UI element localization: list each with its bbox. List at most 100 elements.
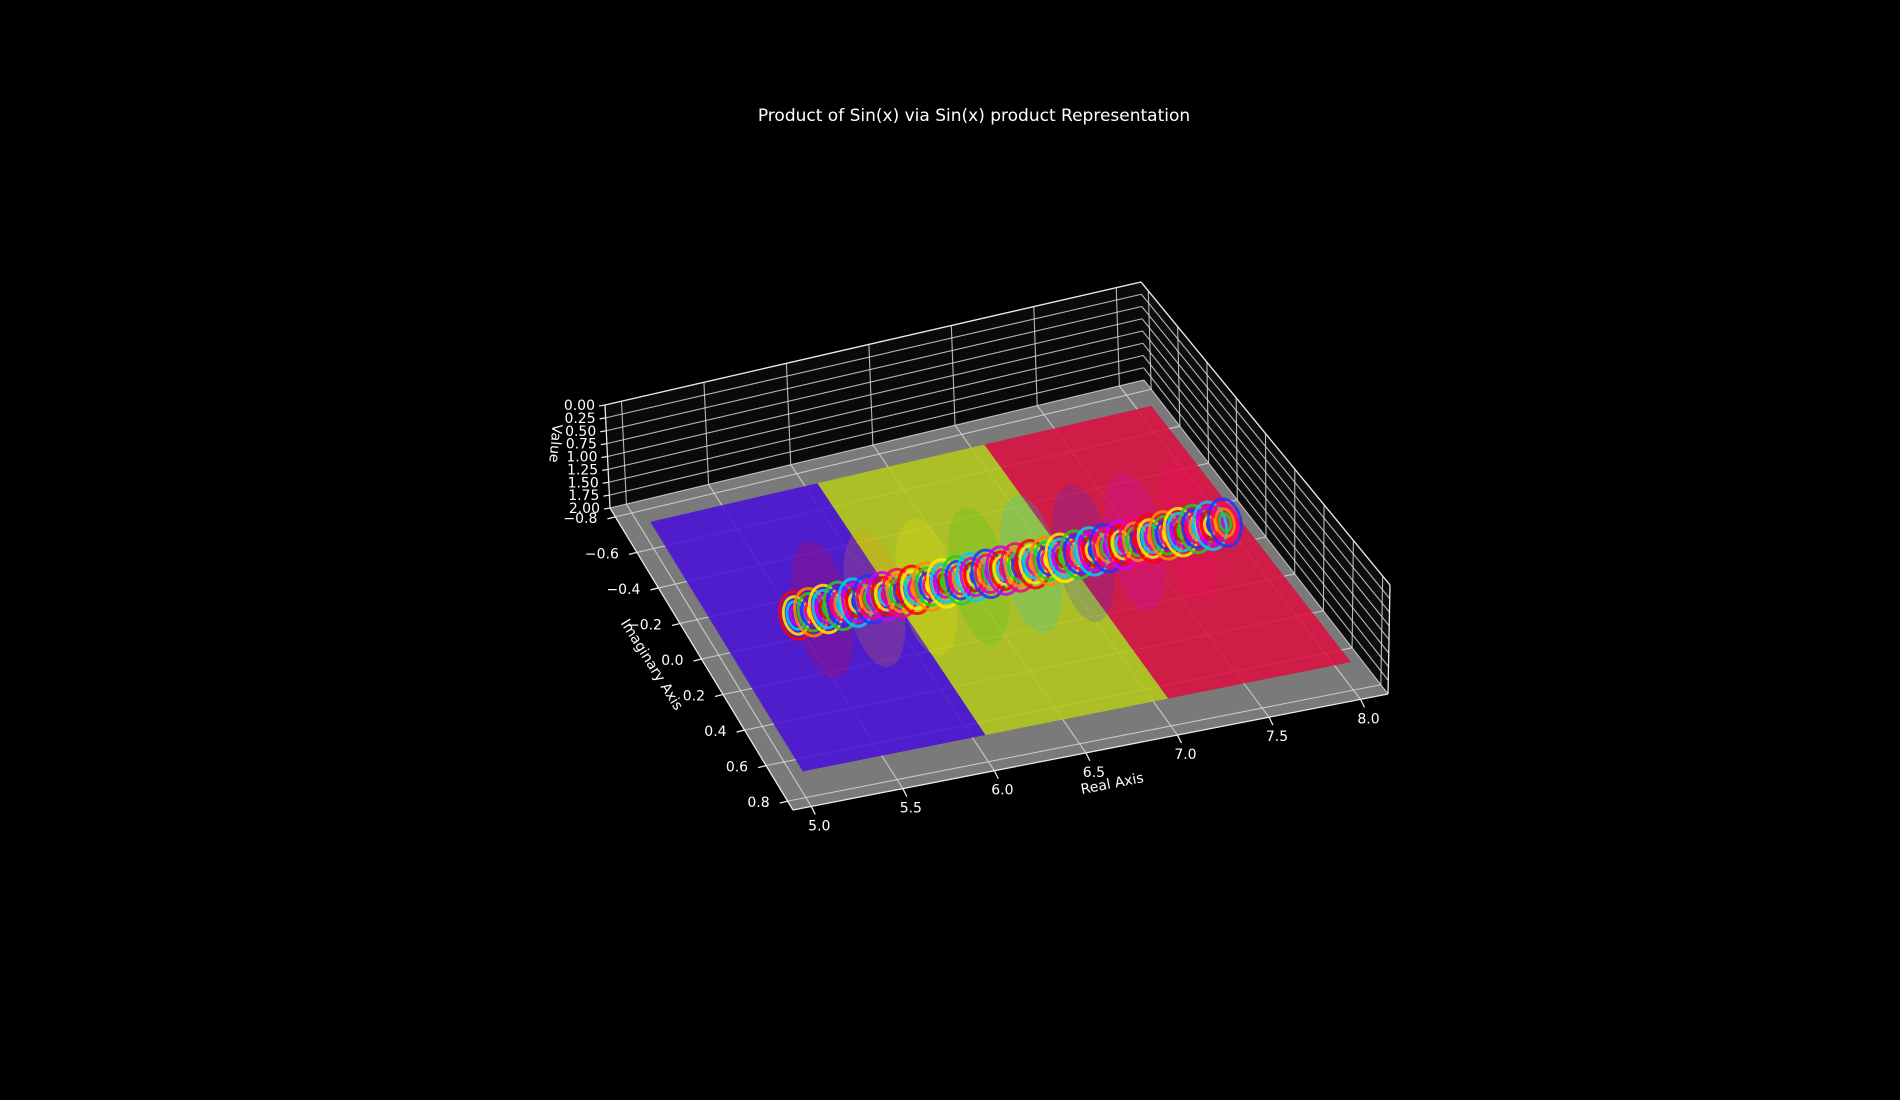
y-tick-label: −0.6: [585, 546, 619, 562]
ripple-ring: [955, 551, 992, 603]
ripple-ring: [1059, 529, 1096, 580]
z-tick-label: 0.00: [564, 398, 595, 414]
y-tick-mark: [736, 729, 745, 733]
x-tick-labels: 5.0 5.5 6.0 6.5 7.0 7.5 8.0: [808, 699, 1380, 834]
grid-line-z-side: [1142, 342, 1390, 654]
ripple-ring: [1147, 510, 1184, 561]
grid-line-z-back: [609, 367, 1144, 496]
grid-line-y-floor: [787, 684, 1381, 802]
grid-line-z-back: [606, 318, 1143, 445]
grid-line-z-back: [607, 342, 1144, 470]
edge-line: [1387, 584, 1391, 695]
ripple-ring: [840, 582, 870, 623]
y-tick-label: 0.8: [747, 795, 769, 811]
z-tick-mark: [602, 481, 609, 484]
y-tick-label: 0.2: [683, 689, 705, 705]
ripple-ring: [793, 587, 829, 638]
ripple-ring: [1166, 511, 1195, 553]
ripple-ring: [1181, 508, 1210, 550]
ripple-ring: [1207, 497, 1243, 548]
ripple-ring: [970, 548, 1007, 600]
grid-line-z-back: [607, 330, 1143, 458]
ripple-ring: [926, 558, 962, 609]
ripple-ring: [1088, 522, 1125, 574]
ripple-ring: [1092, 527, 1122, 569]
y-tick-labels: −0.8 −0.6 −0.4 −0.2 0.0 0.2 0.4 0.6 0.8: [563, 511, 788, 811]
ripple-ring: [1073, 526, 1110, 577]
y-tick-label: −0.8: [563, 511, 597, 527]
y-tick-label: 0.0: [661, 653, 683, 669]
ripple-ring: [881, 567, 918, 619]
grid-line-z-side: [1143, 367, 1389, 681]
ripple-ring: [811, 588, 841, 630]
z-tick-labels: 0.000.250.500.751.001.251.501.752.00: [564, 398, 611, 517]
z-tick-mark: [599, 417, 606, 420]
y-tick-mark: [779, 800, 788, 804]
ripple-ring: [896, 564, 933, 616]
ripple-ring: [807, 583, 844, 635]
ripple-ring: [1195, 505, 1225, 547]
ripple-ring: [940, 555, 977, 606]
ripple-ring: [1103, 519, 1140, 571]
ripple-ring: [781, 595, 811, 636]
ripple-ring: [1217, 512, 1233, 533]
x-tick-mark: [993, 770, 999, 780]
y-tick-mark: [607, 516, 616, 520]
z-tick-label: 1.75: [568, 488, 599, 504]
grid-line-z-back: [605, 293, 1142, 419]
ripple-ring: [1014, 538, 1051, 590]
z-tick-mark: [600, 430, 607, 433]
z-tick-mark: [601, 455, 608, 459]
ripple-ring: [914, 566, 944, 607]
edge-line: [604, 281, 1142, 406]
ripple-ring: [1077, 531, 1107, 572]
ripple-ring: [959, 556, 988, 598]
ripple-ring: [1214, 507, 1236, 538]
ripple-ring: [1118, 516, 1155, 567]
ripple-ring: [1136, 518, 1166, 559]
x-tick-label: 7.5: [1266, 729, 1288, 745]
chart-title: Product of Sin(x) via Sin(x) product Rep…: [757, 106, 1191, 126]
x-tick-label: 5.5: [900, 801, 922, 817]
ripple-ring: [1177, 503, 1214, 555]
y-tick-label: −0.4: [606, 582, 640, 598]
grid-line-z-side: [1143, 379, 1389, 695]
y-tick-label: −0.2: [628, 617, 662, 633]
y-tick-mark: [628, 551, 638, 556]
x-tick-mark: [810, 806, 816, 815]
ripple-ring: [944, 559, 974, 601]
ripple-ring: [900, 569, 929, 611]
grid-line-z-back: [606, 305, 1142, 432]
ripple-ring: [1133, 513, 1169, 564]
grid-line-z-side: [1141, 306, 1390, 613]
z-tick-mark: [603, 507, 611, 510]
surface-band-3: [984, 405, 1351, 699]
z-axis-label: Value: [545, 423, 564, 463]
ripple-ring: [1029, 535, 1066, 587]
ripple-ring: [1062, 534, 1092, 575]
y-tick-mark: [714, 693, 724, 698]
y-tick-mark: [650, 587, 659, 591]
ripple-ring: [778, 590, 815, 641]
grid-line-z-side: [1142, 355, 1389, 668]
ripple-ring: [837, 577, 874, 628]
y-tick-mark: [757, 764, 767, 769]
ripple-ring: [1210, 502, 1240, 543]
ripple-ring: [1003, 547, 1033, 588]
ripple-ring: [1107, 524, 1136, 566]
ripple-ring: [885, 572, 915, 614]
ripple-ring: [1047, 537, 1077, 579]
ripple-ring: [1121, 521, 1151, 563]
z-tick-label: 1.00: [566, 450, 597, 466]
x-tick-mark: [1359, 699, 1366, 708]
ripple-ring: [866, 571, 903, 622]
y-tick-label: 0.4: [704, 724, 726, 740]
ripple-ring: [852, 574, 889, 625]
ripple-ring: [1151, 515, 1181, 556]
x-tick-label: 6.5: [1083, 765, 1105, 781]
ripple-ring: [1000, 542, 1036, 593]
z-tick-label: 2.00: [569, 501, 600, 517]
z-tick-label: 0.50: [565, 424, 596, 440]
z-tick-label: 0.25: [564, 411, 595, 427]
